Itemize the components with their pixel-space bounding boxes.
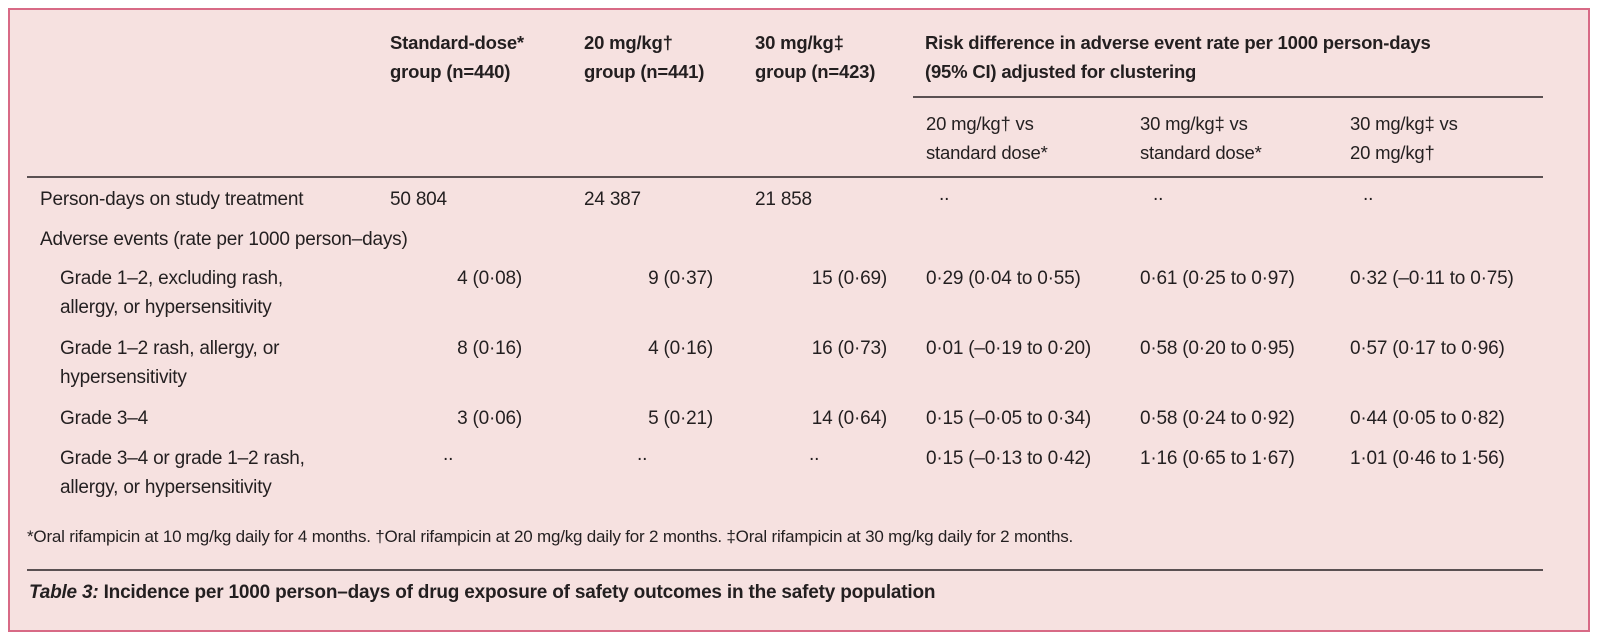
header-comparison-3: 30 mg/kg‡ vs 20 mg/kg† <box>1350 109 1458 167</box>
caption-label: Table 3: <box>29 582 99 603</box>
cell-value: 3 (0·06) <box>457 408 522 429</box>
cell-value: 21 858 <box>755 189 812 210</box>
header-line: group (n=423) <box>755 61 876 82</box>
cell-diff: 1·16 (0·65 to 1·67) <box>1140 448 1295 469</box>
row-label-line: hypersensitivity <box>60 367 187 388</box>
row-label: Grade 3–4 or grade 1–2 rash, allergy, or… <box>60 444 305 502</box>
header-line: 30 mg/kg‡ vs <box>1350 113 1458 134</box>
row-label-line: Grade 3–4 or grade 1–2 rash, <box>60 448 305 469</box>
cell-diff: 0·29 (0·04 to 0·55) <box>926 268 1081 289</box>
cell-diff: 0·15 (–0·13 to 0·42) <box>926 448 1091 469</box>
row-label: Grade 3–4 <box>60 408 148 429</box>
cell-diff: 0·32 (–0·11 to 0·75) <box>1350 268 1514 289</box>
risk-diff-rule <box>913 96 1543 98</box>
cell-diff: 1·01 (0·46 to 1·56) <box>1350 448 1505 469</box>
cell-diff: 0·57 (0·17 to 0·96) <box>1350 338 1505 359</box>
header-risk-difference: Risk difference in adverse event rate pe… <box>925 28 1431 86</box>
header-comparison-1: 20 mg/kg† vs standard dose* <box>926 109 1048 167</box>
cell-diff: .. <box>939 184 950 205</box>
header-line: (95% CI) adjusted for clustering <box>925 61 1197 82</box>
cell-diff: 0·58 (0·20 to 0·95) <box>1140 338 1295 359</box>
header-30mg: 30 mg/kg‡ group (n=423) <box>755 28 875 86</box>
row-label-line: allergy, or hypersensitivity <box>60 477 272 498</box>
cell-diff: .. <box>1153 184 1164 205</box>
header-line: 20 mg/kg† <box>584 32 673 53</box>
cell-value: 24 387 <box>584 189 641 210</box>
cell-value: 15 (0·69) <box>811 268 887 289</box>
caption-text: Incidence per 1000 person–days of drug e… <box>98 582 936 603</box>
cell-value: .. <box>637 444 648 465</box>
row-label: Grade 1–2 rash, allergy, or hypersensiti… <box>60 334 279 392</box>
header-line: 30 mg/kg‡ <box>755 32 844 53</box>
cell-diff: 0·58 (0·24 to 0·92) <box>1140 408 1295 429</box>
cell-value: 14 (0·64) <box>811 408 887 429</box>
header-line: group (n=440) <box>390 61 511 82</box>
table-panel <box>8 8 1590 632</box>
header-line: Standard-dose* <box>390 32 524 53</box>
row-section-label: Adverse events (rate per 1000 person–day… <box>40 229 408 250</box>
header-20mg: 20 mg/kg† group (n=441) <box>584 28 704 86</box>
header-comparison-2: 30 mg/kg‡ vs standard dose* <box>1140 109 1262 167</box>
cell-value: 4 (0·08) <box>457 268 522 289</box>
row-label: Grade 1–2, excluding rash, allergy, or h… <box>60 264 283 322</box>
table-caption: Table 3: Incidence per 1000 person–days … <box>29 580 936 606</box>
cell-value: 4 (0·16) <box>648 338 713 359</box>
cell-diff: .. <box>1363 184 1374 205</box>
header-line: 20 mg/kg† vs <box>926 113 1034 134</box>
header-line: standard dose* <box>1140 142 1262 163</box>
cell-value: 8 (0·16) <box>457 338 522 359</box>
row-label-line: Grade 1–2, excluding rash, <box>60 268 283 289</box>
cell-diff: 0·61 (0·25 to 0·97) <box>1140 268 1295 289</box>
header-rule <box>27 176 1543 178</box>
cell-diff: 0·44 (0·05 to 0·82) <box>1350 408 1505 429</box>
header-line: group (n=441) <box>584 61 705 82</box>
row-label-line: allergy, or hypersensitivity <box>60 297 272 318</box>
cell-diff: 0·15 (–0·05 to 0·34) <box>926 408 1091 429</box>
row-label: Person-days on study treatment <box>40 189 304 210</box>
cell-value: .. <box>809 444 820 465</box>
cell-diff: 0·01 (–0·19 to 0·20) <box>926 338 1091 359</box>
header-standard-dose: Standard-dose* group (n=440) <box>390 28 524 86</box>
header-line: 30 mg/kg‡ vs <box>1140 113 1248 134</box>
header-line: standard dose* <box>926 142 1048 163</box>
cell-value: 50 804 <box>390 189 447 210</box>
cell-value: 5 (0·21) <box>648 408 713 429</box>
cell-value: 9 (0·37) <box>648 268 713 289</box>
cell-value: .. <box>443 444 454 465</box>
footnote: *Oral rifampicin at 10 mg/kg daily for 4… <box>27 527 1074 546</box>
cell-value: 16 (0·73) <box>811 338 887 359</box>
header-line: Risk difference in adverse event rate pe… <box>925 32 1431 53</box>
caption-rule <box>27 569 1543 571</box>
row-label-line: Grade 1–2 rash, allergy, or <box>60 338 280 359</box>
header-line: 20 mg/kg† <box>1350 142 1435 163</box>
